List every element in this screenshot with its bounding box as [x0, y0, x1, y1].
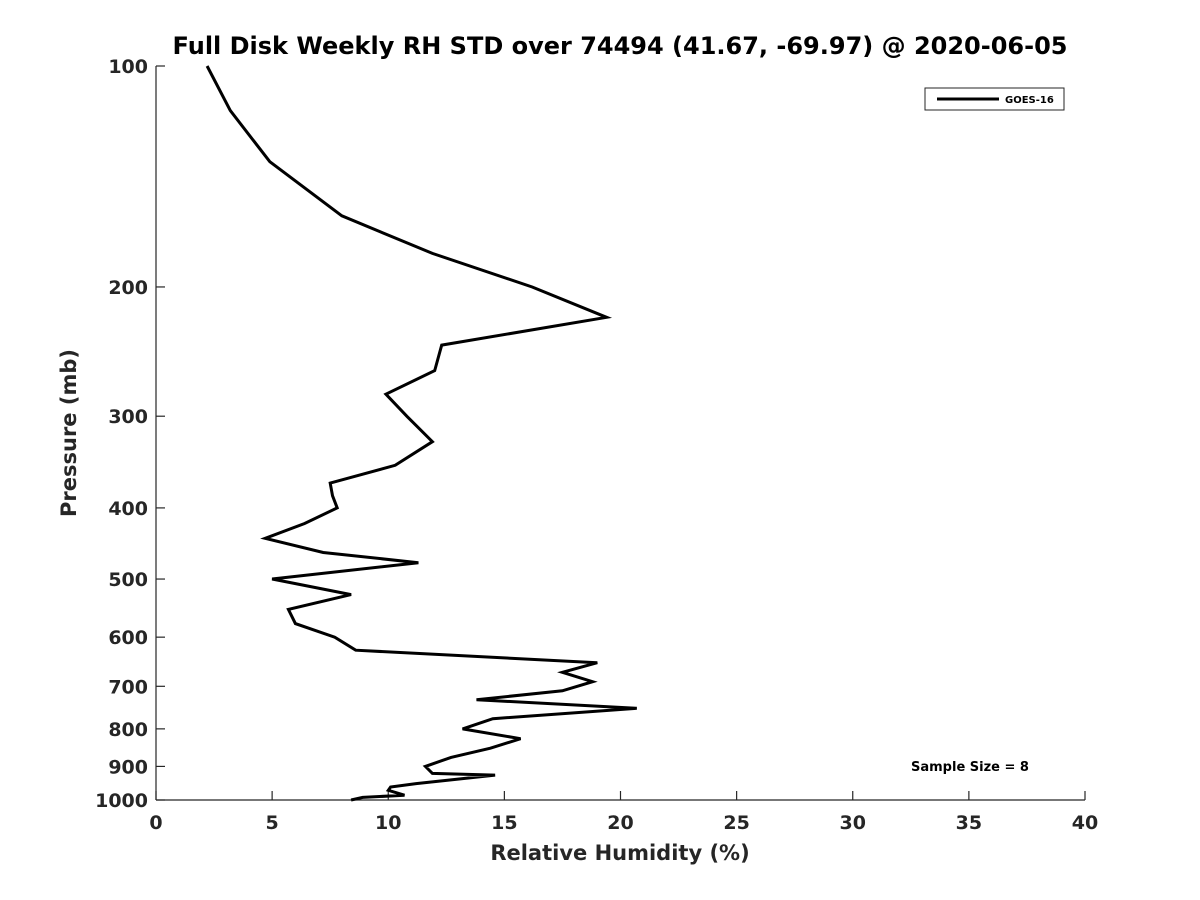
- y-tick-label: 200: [108, 277, 148, 299]
- y-tick-label: 900: [108, 756, 148, 778]
- y-tick-label: 300: [108, 406, 148, 428]
- series-line-goes16: [205, 65, 637, 802]
- x-tick-label: 5: [266, 812, 279, 834]
- y-tick-label: 700: [108, 676, 148, 698]
- y-tick-label: 800: [108, 719, 148, 741]
- y-ticks: 100 200 300 400 500 600 700 800 900 1000: [95, 56, 165, 812]
- y-tick-label: 100: [108, 56, 148, 78]
- x-tick-label: 25: [723, 812, 749, 834]
- sample-size-annotation: Sample Size = 8: [911, 760, 1029, 775]
- y-tick-label: 400: [108, 498, 148, 520]
- x-tick-label: 20: [607, 812, 633, 834]
- y-tick-label: 600: [108, 627, 148, 649]
- y-tick-label: 1000: [95, 790, 148, 812]
- x-ticks: 0 5 10 15 20 25 30 35 40: [149, 791, 1098, 834]
- y-tick-label: 500: [108, 569, 148, 591]
- x-tick-label: 0: [149, 812, 162, 834]
- x-tick-label: 30: [840, 812, 866, 834]
- chart-title: Full Disk Weekly RH STD over 74494 (41.6…: [173, 32, 1068, 60]
- x-axis-label: Relative Humidity (%): [490, 841, 749, 865]
- legend-label: GOES-16: [1005, 95, 1054, 106]
- x-tick-label: 15: [491, 812, 517, 834]
- x-tick-label: 35: [956, 812, 982, 834]
- x-tick-label: 10: [375, 812, 401, 834]
- x-tick-label: 40: [1072, 812, 1098, 834]
- legend: GOES-16: [924, 87, 1065, 111]
- y-axis-label: Pressure (mb): [57, 349, 81, 517]
